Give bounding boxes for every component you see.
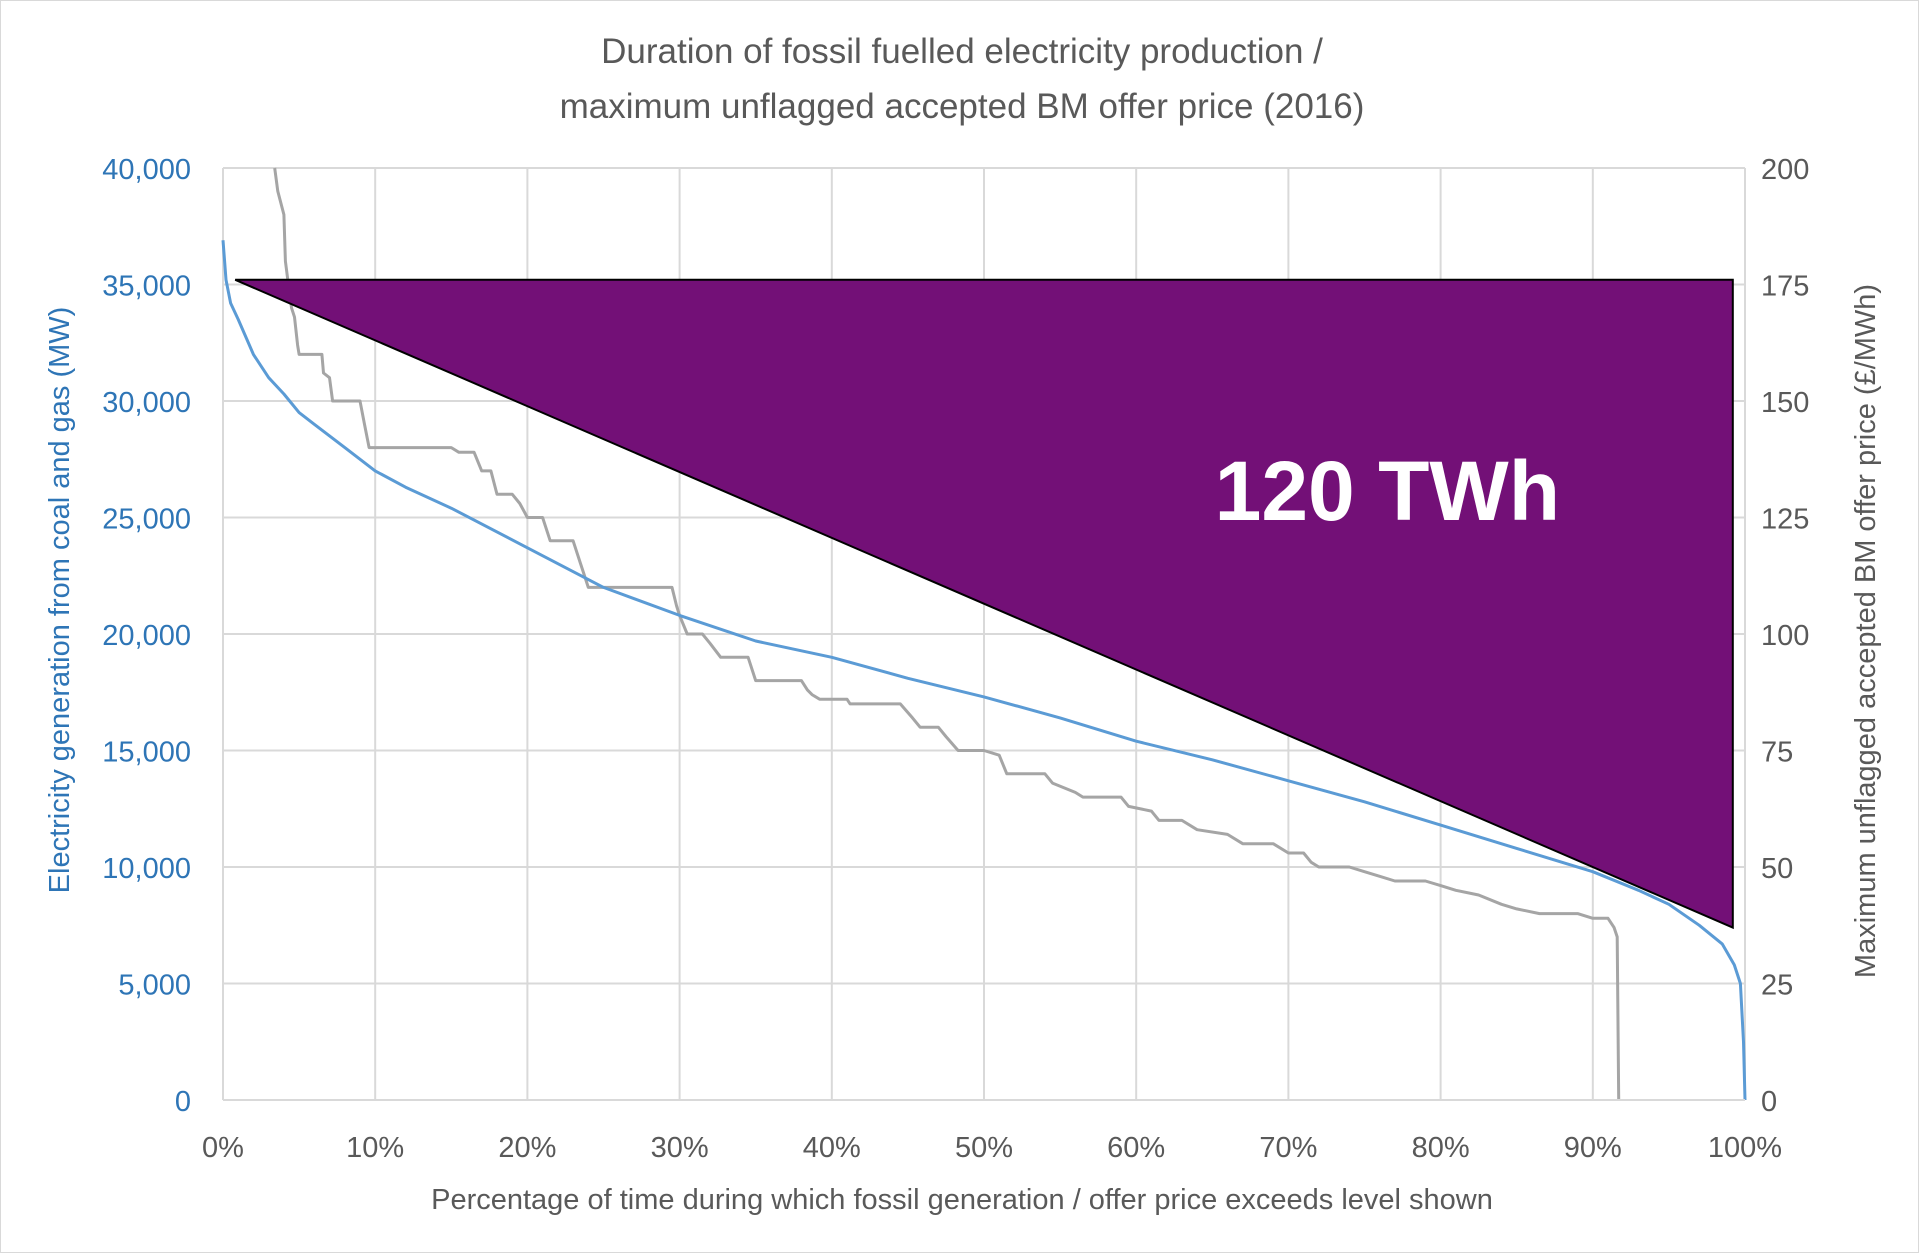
y-right-tick-label: 150 [1761, 387, 1809, 419]
axes: 0 0 5,000 25 10,000 50 15,000 75 20,000 100 25,000… [102, 154, 1809, 1164]
y-right-tick-label: 175 [1761, 271, 1809, 303]
x-tick-label: 100% [1708, 1132, 1782, 1164]
offer-price-line [273, 167, 1621, 1101]
chart-subtitle: maximum unflagged accepted BM offer pric… [560, 87, 1365, 126]
series-lines [221, 167, 1747, 1101]
x-tick-label: 40% [803, 1132, 861, 1164]
x-tick-label: 80% [1412, 1132, 1470, 1164]
x-tick-label: 0% [202, 1132, 244, 1164]
chart-title: Duration of fossil fuelled electricity p… [601, 32, 1323, 71]
y-right-tick-label: 50 [1761, 853, 1793, 885]
x-tick-label: 30% [651, 1132, 709, 1164]
x-tick-label: 60% [1107, 1132, 1165, 1164]
y-left-tick-label: 30,000 [102, 387, 191, 419]
x-tick-label: 70% [1259, 1132, 1317, 1164]
energy-triangle-label: 120 TWh [1215, 444, 1560, 538]
y-right-tick-label: 25 [1761, 970, 1793, 1002]
generation-line [221, 240, 1747, 1101]
y-right-tick-label: 75 [1761, 737, 1793, 769]
x-tick-label: 10% [346, 1132, 404, 1164]
y-right-tick-label: 125 [1761, 504, 1809, 536]
y-left-tick-label: 25,000 [102, 504, 191, 536]
annotation-group: 120 TWh [234, 278, 1734, 930]
x-tick-label: 20% [498, 1132, 556, 1164]
y-left-tick-label: 15,000 [102, 737, 191, 769]
energy-triangle [234, 278, 1734, 930]
x-axis-label: Percentage of time during which fossil g… [431, 1184, 1493, 1216]
y-axis-right-label: Maximum unflagged accepted BM offer pric… [1850, 284, 1882, 978]
y-axis-left-label: Electricity generation from coal and gas… [44, 307, 76, 894]
y-left-tick-label: 35,000 [102, 271, 191, 303]
y-left-tick-label: 5,000 [118, 970, 191, 1002]
x-tick-label: 50% [955, 1132, 1013, 1164]
y-left-tick-label: 20,000 [102, 620, 191, 652]
y-right-tick-label: 0 [1761, 1086, 1777, 1118]
y-right-tick-label: 200 [1761, 154, 1809, 186]
x-tick-label: 90% [1564, 1132, 1622, 1164]
y-left-tick-label: 0 [175, 1086, 191, 1118]
y-right-tick-label: 100 [1761, 620, 1809, 652]
y-left-tick-label: 40,000 [102, 154, 191, 186]
y-left-tick-label: 10,000 [102, 853, 191, 885]
